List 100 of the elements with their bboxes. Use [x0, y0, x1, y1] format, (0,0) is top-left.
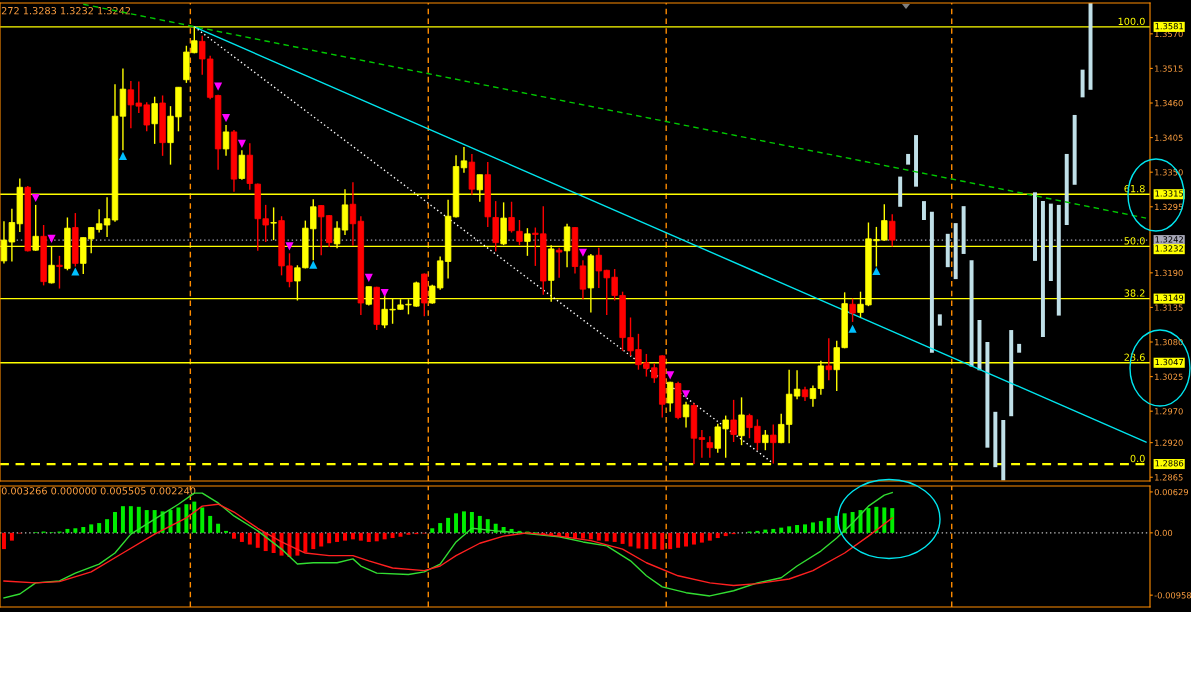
bar [890, 508, 895, 533]
bar [350, 532, 355, 540]
bar [620, 532, 625, 544]
ref-line-label: 1.3047 [1155, 358, 1184, 366]
y-tick-label: 1.3405 [1155, 134, 1183, 141]
bar [216, 523, 221, 533]
candlestick [825, 337, 832, 382]
bar [644, 532, 649, 550]
bar [771, 528, 776, 533]
candlestick [730, 399, 737, 443]
bar [239, 532, 244, 542]
bar [255, 532, 260, 548]
candlestick [151, 96, 158, 145]
bar [1040, 201, 1045, 337]
bar [985, 342, 990, 448]
bar [795, 525, 800, 533]
bar [1001, 419, 1006, 481]
candlestick [889, 213, 896, 248]
bar [826, 517, 831, 533]
bar [9, 532, 14, 541]
annotation: 100.0 [1118, 17, 1145, 26]
bar [144, 510, 149, 533]
candlestick [666, 380, 674, 413]
bar [969, 260, 974, 367]
bar [366, 532, 371, 542]
bar [588, 532, 593, 540]
candlestick [56, 255, 63, 290]
candlestick [508, 201, 515, 234]
candlestick [460, 146, 468, 174]
bar [1033, 192, 1037, 261]
bar [953, 223, 958, 280]
bar [1064, 153, 1069, 226]
bar [461, 511, 466, 533]
bar [1072, 114, 1077, 185]
bar [921, 201, 926, 220]
bar [311, 532, 316, 550]
bar [1017, 343, 1022, 353]
candlestick [738, 396, 745, 446]
bar [573, 532, 577, 539]
annotation: 0.0 [1130, 454, 1145, 463]
bar [65, 528, 70, 533]
candlestick [555, 246, 563, 279]
bar [937, 314, 942, 326]
y-tick-label: 1.2920 [1155, 439, 1183, 446]
bar [335, 532, 340, 542]
candlestick [849, 297, 856, 323]
chart-title: 272 1.3283 1.3232 1.3242 [1, 7, 131, 15]
bar [152, 510, 157, 533]
point [681, 390, 691, 399]
bar [327, 532, 332, 544]
ref-line-label: 1.2886 [1155, 460, 1184, 467]
bar [604, 532, 609, 542]
candlestick [222, 124, 230, 157]
bar [105, 519, 110, 533]
bar [850, 512, 855, 533]
y-tick-label: 1.3190 [1155, 269, 1183, 277]
bar [914, 135, 919, 187]
candlestick [682, 401, 690, 429]
y-tick-label: 0.00629 [1154, 488, 1189, 496]
bar [1048, 203, 1053, 281]
bar [319, 532, 324, 547]
bar [1009, 330, 1014, 417]
bar [390, 532, 395, 539]
bar [113, 512, 117, 533]
point [221, 114, 231, 123]
bar [184, 504, 189, 533]
bar [636, 532, 641, 549]
candlestick [516, 219, 523, 246]
bar [684, 532, 689, 547]
candlestick [762, 429, 769, 451]
ref-line-label: 1.3315 [1155, 190, 1184, 197]
bar [343, 532, 347, 541]
bar [382, 532, 387, 540]
y-tick-label: 1.2970 [1155, 408, 1183, 415]
bar [715, 532, 720, 539]
chart-title: 0.003266 0.000000 0.005505 0.002240 [1, 487, 196, 495]
candlestick [238, 149, 246, 181]
bar [691, 532, 696, 545]
ref-line-label: 1.3581 [1155, 23, 1183, 30]
ref-line-label: 1.3149 [1155, 294, 1184, 302]
y-tick-label: 1.3460 [1155, 99, 1183, 107]
line-series [3, 503, 893, 587]
point [309, 260, 318, 269]
y-tick-label: 1.3515 [1155, 65, 1183, 72]
bar [97, 523, 102, 533]
bar [810, 522, 815, 533]
ref-line-label: 1.3242 [1155, 236, 1183, 243]
bar [906, 153, 911, 165]
annotation: 50.0 [1124, 237, 1145, 245]
candlestick [579, 259, 587, 300]
bar [676, 532, 681, 548]
bar [723, 532, 728, 537]
bar [477, 515, 482, 533]
bar [128, 506, 133, 533]
bar [1056, 204, 1061, 316]
point [47, 234, 56, 243]
bar [945, 233, 950, 268]
candlestick [770, 423, 777, 465]
bar [874, 506, 879, 533]
annotation: 38.2 [1124, 289, 1145, 297]
